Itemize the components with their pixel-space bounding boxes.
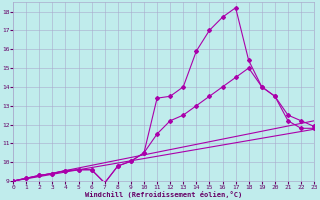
X-axis label: Windchill (Refroidissement éolien,°C): Windchill (Refroidissement éolien,°C) xyxy=(85,191,242,198)
